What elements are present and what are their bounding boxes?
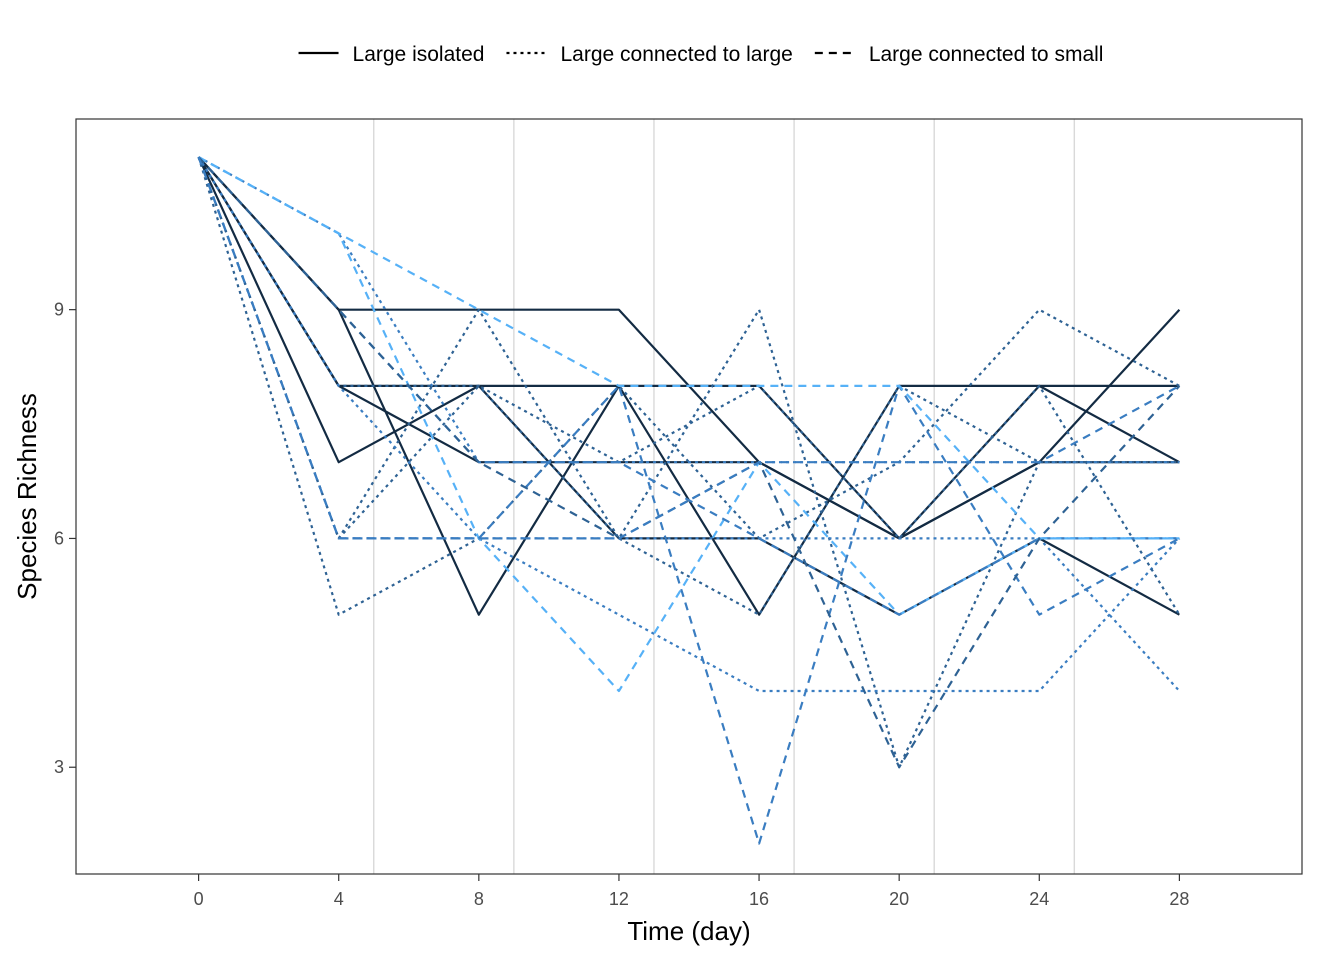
legend-label-2: Large connected to small — [869, 43, 1104, 66]
legend: Large isolated Large connected to large La… — [298, 43, 1104, 66]
x-axis-title: Time (day) — [627, 916, 750, 946]
y-tick-label-2: 9 — [54, 300, 64, 320]
y-axis-title: Species Richness — [12, 393, 42, 600]
series-layer — [197, 156, 1181, 845]
x-tick-label-1: 4 — [334, 889, 344, 909]
panel-border — [75, 118, 1303, 875]
legend-label-1: Large connected to large — [560, 43, 792, 66]
reference-lines — [373, 119, 1076, 874]
series-line-15 — [198, 156, 1180, 540]
x-tick-label-3: 12 — [609, 889, 629, 909]
x-tick-label-7: 28 — [1169, 889, 1189, 909]
series-line-6 — [197, 156, 1180, 616]
x-axis: 0 4 8 12 16 20 24 28 — [194, 874, 1189, 909]
y-tick-label-0: 3 — [54, 757, 64, 777]
y-axis: 3 6 9 — [54, 300, 76, 777]
series-line-12 — [198, 156, 1180, 693]
y-tick-label-1: 6 — [54, 528, 64, 548]
legend-label-0: Large isolated — [353, 43, 485, 66]
series-line-9 — [197, 156, 1181, 692]
x-tick-label-0: 0 — [194, 889, 204, 909]
x-tick-label-6: 24 — [1029, 889, 1049, 909]
series-line-16 — [197, 156, 1181, 769]
series-line-11 — [198, 156, 1180, 464]
x-tick-label-5: 20 — [889, 889, 909, 909]
x-tick-label-4: 16 — [749, 889, 769, 909]
x-tick-label-2: 8 — [474, 889, 484, 909]
series-line-8 — [197, 156, 1181, 693]
series-line-5 — [197, 156, 1180, 616]
